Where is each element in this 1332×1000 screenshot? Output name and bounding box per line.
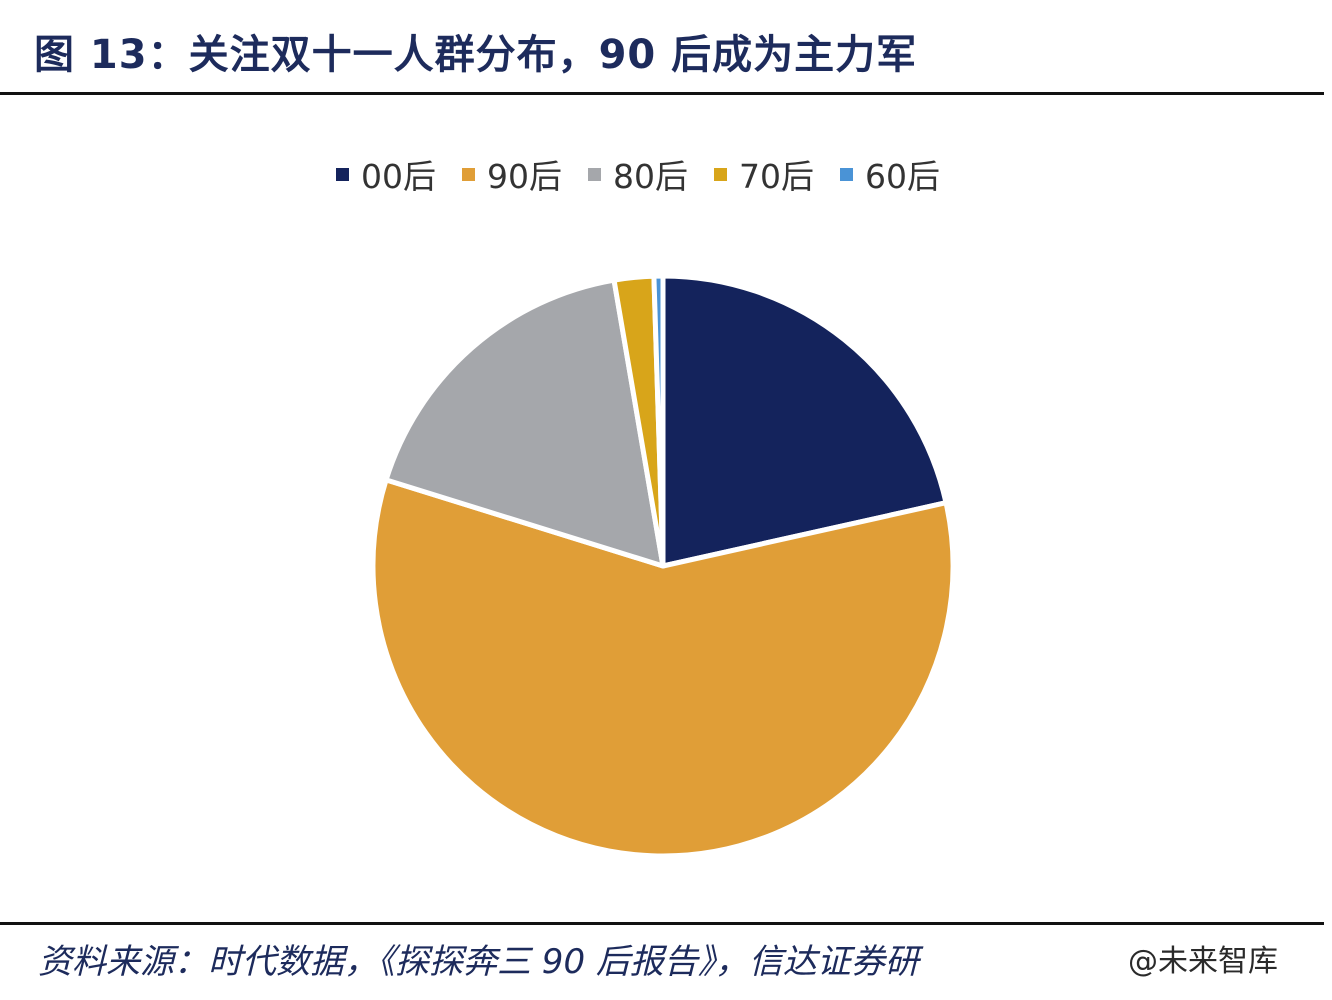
bottom-divider <box>0 922 1324 925</box>
legend-item-80: 80后 <box>588 150 688 198</box>
legend-swatch-00 <box>336 167 349 181</box>
legend-item-90: 90后 <box>462 150 562 198</box>
legend-swatch-60 <box>840 167 853 181</box>
legend-label-80: 80后 <box>613 157 688 196</box>
slice-00 <box>660 273 949 569</box>
legend-swatch-70 <box>714 167 727 181</box>
watermark: @未来智库 <box>1128 936 1278 980</box>
legend-item-00: 00后 <box>336 150 436 198</box>
legend-swatch-90 <box>462 167 475 181</box>
slice-90 <box>370 477 956 859</box>
legend: 00后 90后 80后 70后 60后 <box>336 150 966 198</box>
source-note: 资料来源：时代数据，《探探奔三 90 后报告》，信达证券研 <box>38 942 919 982</box>
chart-title: 图 13：关注双十一人群分布，90 后成为主力军 <box>34 32 918 78</box>
legend-label-90: 90后 <box>487 157 562 196</box>
legend-swatch-80 <box>588 167 601 181</box>
legend-item-70: 70后 <box>714 150 814 198</box>
legend-item-60: 60后 <box>840 150 940 198</box>
top-divider <box>0 92 1324 95</box>
legend-label-00: 00后 <box>361 157 436 196</box>
slice-80 <box>383 277 666 569</box>
slice-60 <box>651 273 666 569</box>
legend-label-70: 70后 <box>739 157 814 196</box>
legend-label-60: 60后 <box>865 157 940 196</box>
